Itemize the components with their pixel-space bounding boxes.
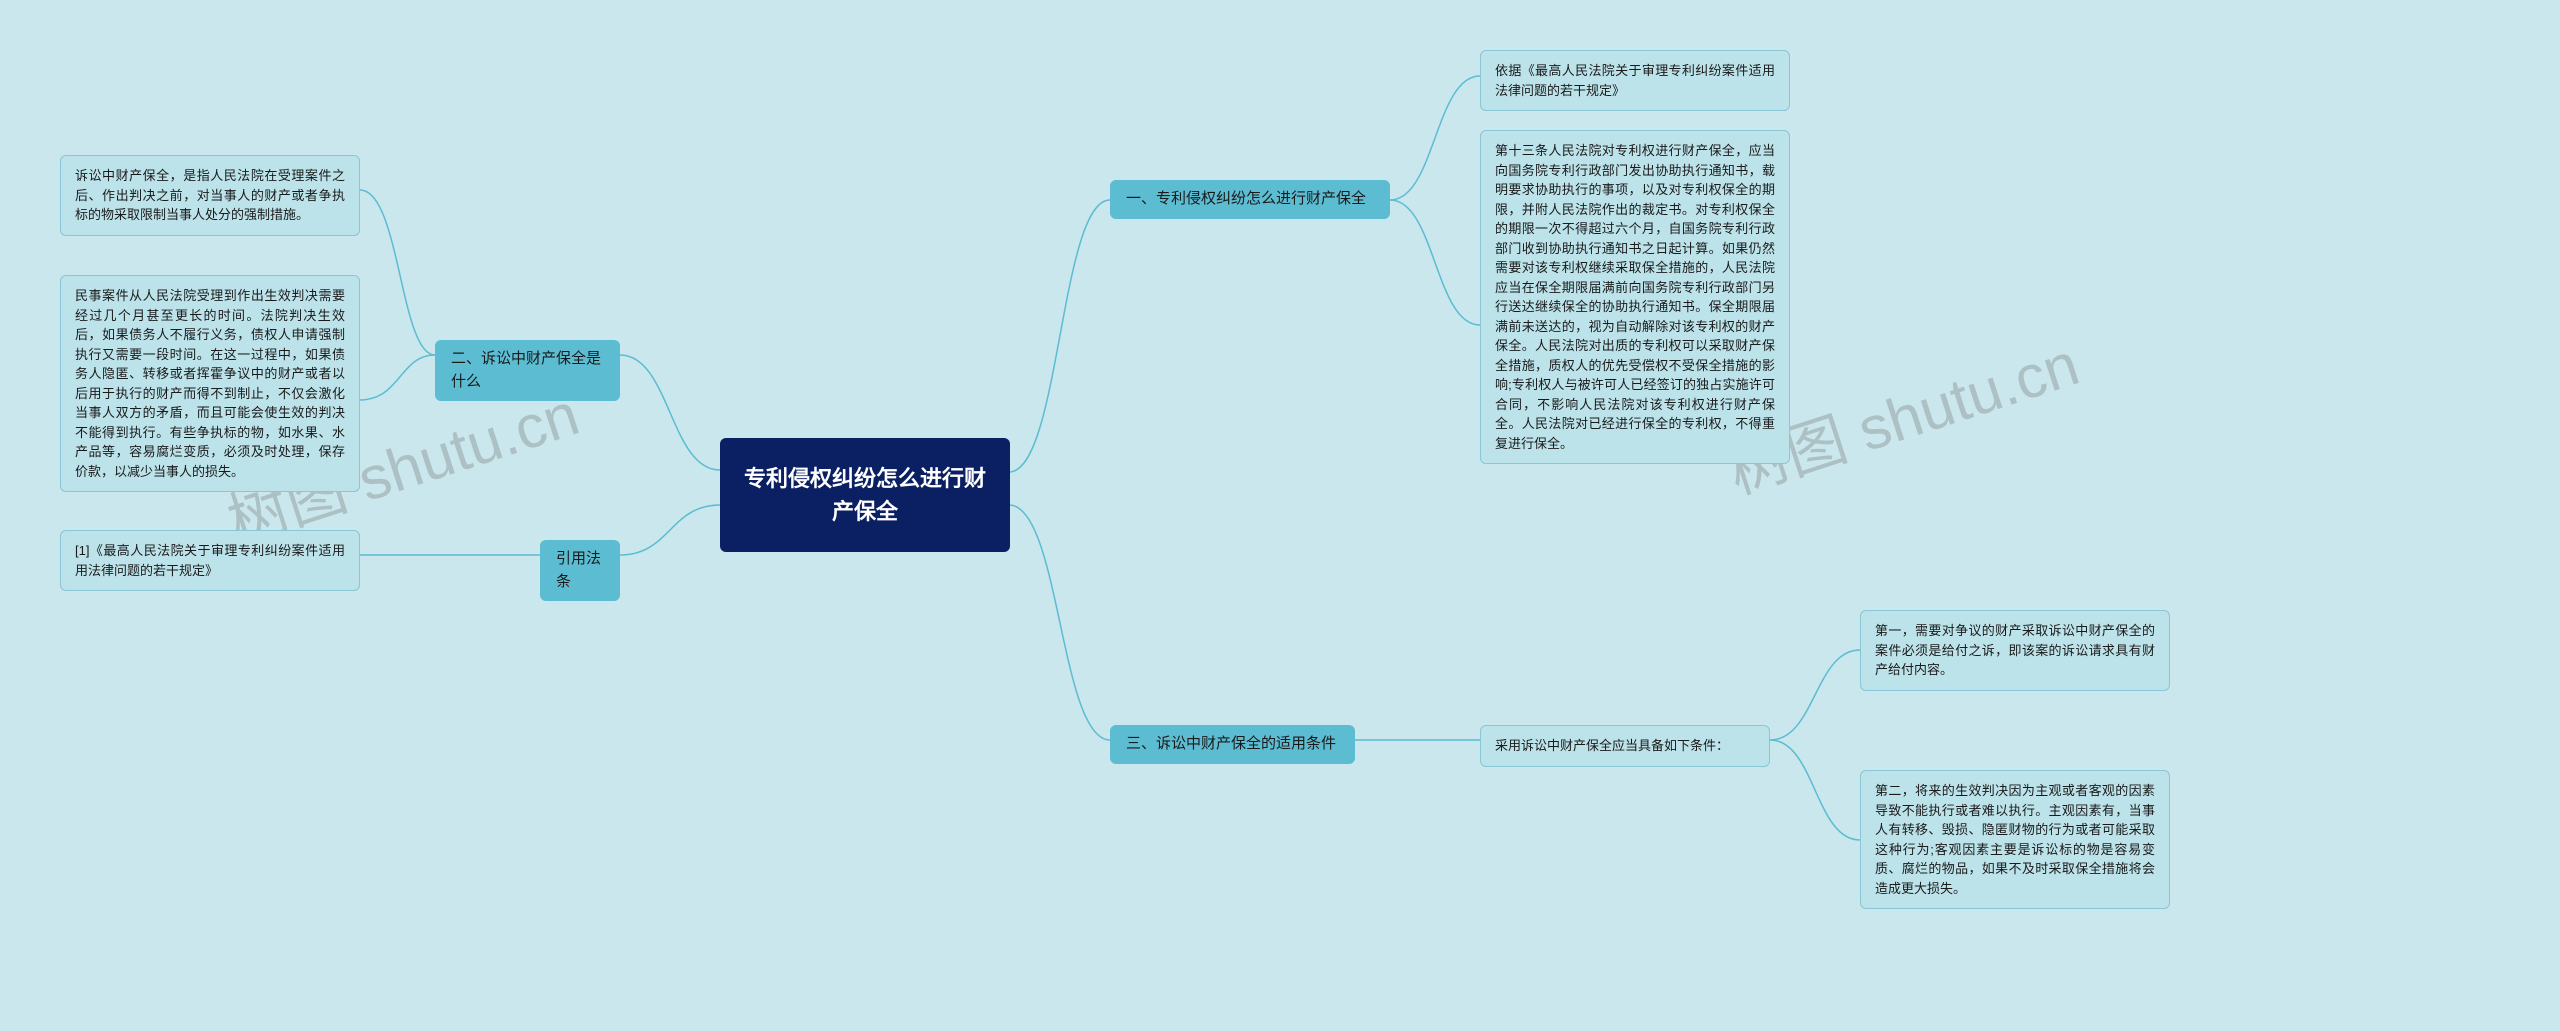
leaf-3a: 第一，需要对争议的财产采取诉讼中财产保全的案件必须是给付之诉，即该案的诉讼请求具…	[1860, 610, 2170, 691]
connector-layer	[0, 0, 2560, 1031]
leaf-1a: 依据《最高人民法院关于审理专利纠纷案件适用法律问题的若干规定》	[1480, 50, 1790, 111]
leaf-1b: 第十三条人民法院对专利权进行财产保全，应当向国务院专利行政部门发出协助执行通知书…	[1480, 130, 1790, 464]
branch-2: 二、诉讼中财产保全是什么	[435, 340, 620, 401]
root-node: 专利侵权纠纷怎么进行财产保全	[720, 438, 1010, 552]
branch-1: 一、专利侵权纠纷怎么进行财产保全	[1110, 180, 1390, 219]
leaf-4: [1]《最高人民法院关于审理专利纠纷案件适用用法律问题的若干规定》	[60, 530, 360, 591]
leaf-2b: 民事案件从人民法院受理到作出生效判决需要经过几个月甚至更长的时间。法院判决生效后…	[60, 275, 360, 492]
branch-3: 三、诉讼中财产保全的适用条件	[1110, 725, 1355, 764]
branch-4: 引用法条	[540, 540, 620, 601]
leaf-3: 采用诉讼中财产保全应当具备如下条件：	[1480, 725, 1770, 767]
leaf-2a: 诉讼中财产保全，是指人民法院在受理案件之后、作出判决之前，对当事人的财产或者争执…	[60, 155, 360, 236]
leaf-3b: 第二，将来的生效判决因为主观或者客观的因素导致不能执行或者难以执行。主观因素有，…	[1860, 770, 2170, 909]
